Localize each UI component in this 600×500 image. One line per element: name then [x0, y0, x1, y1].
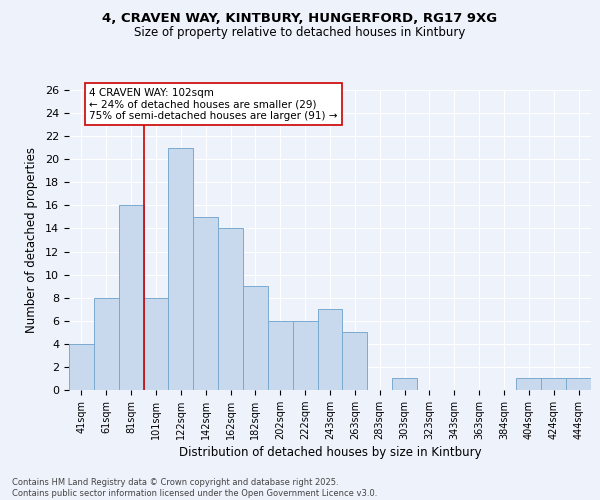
Text: 4 CRAVEN WAY: 102sqm
← 24% of detached houses are smaller (29)
75% of semi-detac: 4 CRAVEN WAY: 102sqm ← 24% of detached h…	[89, 88, 337, 121]
Bar	[541, 378, 566, 390]
Bar	[193, 217, 218, 390]
Bar	[94, 298, 119, 390]
Bar	[218, 228, 243, 390]
Bar	[343, 332, 367, 390]
Bar	[69, 344, 94, 390]
Bar	[268, 321, 293, 390]
Text: Size of property relative to detached houses in Kintbury: Size of property relative to detached ho…	[134, 26, 466, 39]
Text: Contains HM Land Registry data © Crown copyright and database right 2025.
Contai: Contains HM Land Registry data © Crown c…	[12, 478, 377, 498]
Bar	[517, 378, 541, 390]
Bar	[243, 286, 268, 390]
Bar	[566, 378, 591, 390]
Bar	[143, 298, 169, 390]
X-axis label: Distribution of detached houses by size in Kintbury: Distribution of detached houses by size …	[179, 446, 481, 459]
Bar	[119, 206, 143, 390]
Bar	[169, 148, 193, 390]
Bar	[293, 321, 317, 390]
Bar	[317, 309, 343, 390]
Text: 4, CRAVEN WAY, KINTBURY, HUNGERFORD, RG17 9XG: 4, CRAVEN WAY, KINTBURY, HUNGERFORD, RG1…	[103, 12, 497, 26]
Bar	[392, 378, 417, 390]
Y-axis label: Number of detached properties: Number of detached properties	[25, 147, 38, 333]
